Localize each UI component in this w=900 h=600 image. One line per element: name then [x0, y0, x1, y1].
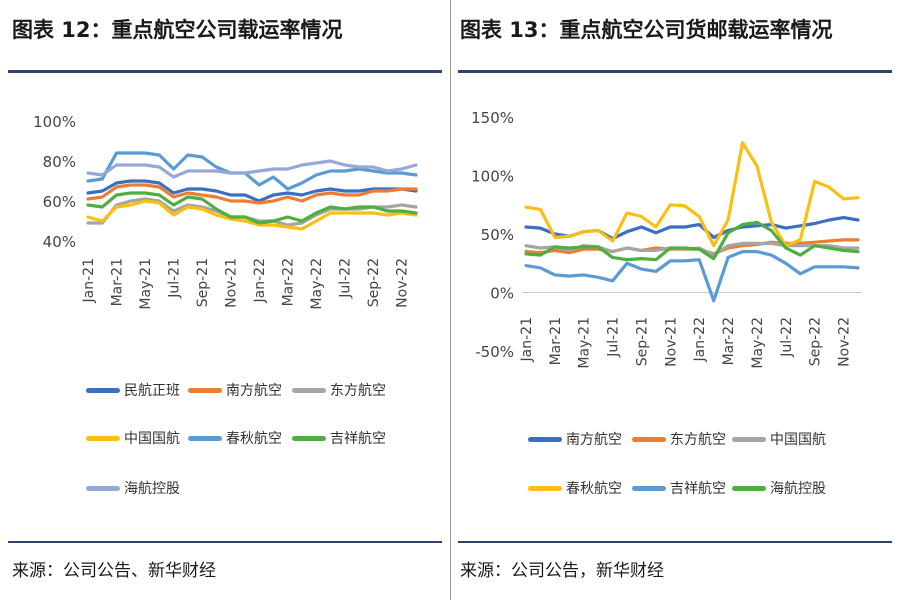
- y-tick-label: 0%: [490, 285, 514, 303]
- series-line: [524, 141, 860, 248]
- series-line: [524, 220, 860, 262]
- x-tick-label: May-21: [577, 317, 593, 369]
- series-line: [86, 159, 418, 179]
- x-tick-label: May-22: [309, 258, 325, 310]
- series-line: [86, 199, 418, 231]
- y-tick-label: 100%: [33, 113, 76, 131]
- series-line: [86, 151, 418, 191]
- x-tick-label: Mar-21: [548, 317, 564, 365]
- x-tick-label: Sep-22: [366, 258, 382, 307]
- chart-title-right: 图表 13：重点航空公司货邮载运率情况: [460, 18, 833, 42]
- x-tick-label: May-21: [138, 258, 154, 310]
- line-chart-right: -50% 0% 50% 100% 150% Jan-21 Mar-21 May-21 Jul-2…: [471, 109, 862, 369]
- x-tick-label: Nov-22: [395, 258, 411, 308]
- x-tick-label: Sep-21: [634, 317, 650, 366]
- y-tick-label: 40%: [43, 233, 76, 251]
- y-tick-label: -50%: [475, 343, 514, 361]
- y-tick-label: 60%: [43, 193, 76, 211]
- x-tick-label: Mar-22: [281, 258, 297, 306]
- source-rule-right: [458, 541, 892, 543]
- chart-panel-left: 图表 12：重点航空公司载运率情况 40% 60% 80% 100% Jan-21 Mar…: [8, 18, 442, 581]
- x-tick-label: Sep-22: [808, 317, 824, 366]
- x-tick-label: Mar-22: [721, 317, 737, 365]
- x-tick-label: Mar-21: [110, 258, 126, 306]
- title-rule-right: [458, 70, 892, 73]
- series-line: [86, 179, 418, 203]
- source-note-right: 来源：公司公告，新华财经: [460, 561, 664, 581]
- series-line: [86, 191, 418, 225]
- series-line: [524, 250, 860, 303]
- panel-divider: [450, 0, 451, 600]
- source-note-left: 来源：公司公告、新华财经: [12, 561, 216, 581]
- x-tick-label: Nov-22: [837, 317, 853, 367]
- x-tick-label: Nov-21: [663, 317, 679, 367]
- y-tick-label: 50%: [481, 226, 514, 244]
- x-tick-label: Jan-21: [519, 317, 535, 362]
- x-tick-label: Jul-22: [779, 317, 795, 358]
- x-tick-label: Jul-22: [338, 258, 354, 299]
- y-tick-label: 100%: [471, 168, 514, 186]
- x-tick-label: Jan-21: [81, 258, 97, 303]
- source-rule-left: [8, 541, 442, 543]
- y-tick-label: 150%: [471, 109, 514, 127]
- line-chart-left: 40% 60% 80% 100% Jan-21 Mar-21 May-21 Jul-21 Sep…: [33, 113, 418, 310]
- x-tick-label: Sep-21: [195, 258, 211, 307]
- series-line: [86, 183, 418, 205]
- x-tick-label: Nov-21: [224, 258, 240, 308]
- x-tick-label: Jan-22: [252, 258, 268, 303]
- x-tick-label: Jan-22: [692, 317, 708, 362]
- chart-title-left: 图表 12：重点航空公司载运率情况: [12, 18, 343, 42]
- chart-panel-right: 图表 13：重点航空公司货邮载运率情况 -50% 0% 50% 100% 150% Jan…: [450, 0, 900, 600]
- x-tick-label: May-22: [750, 317, 766, 369]
- x-tick-label: Jul-21: [167, 258, 183, 299]
- y-tick-label: 80%: [43, 153, 76, 171]
- x-tick-label: Jul-21: [606, 317, 622, 358]
- title-rule-left: [8, 70, 442, 73]
